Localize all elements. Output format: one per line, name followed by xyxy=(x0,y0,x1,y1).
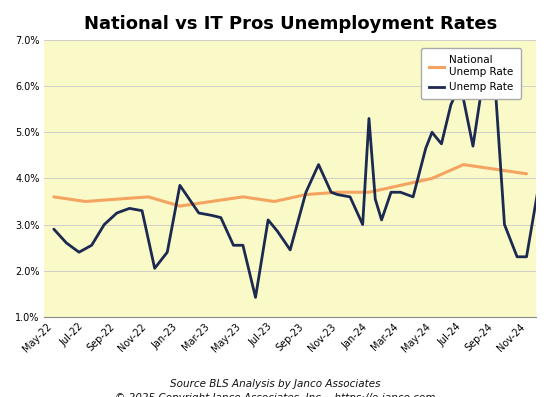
Title: National vs IT Pros Unemployment Rates: National vs IT Pros Unemployment Rates xyxy=(84,15,497,33)
Text: Source BLS Analysis by Janco Associates: Source BLS Analysis by Janco Associates xyxy=(170,379,381,389)
Legend: National
Unemp Rate, Unemp Rate: National Unemp Rate, Unemp Rate xyxy=(422,48,521,100)
Text: © 2025 Copyright Janco Associates, Inc. - https://e-janco.com: © 2025 Copyright Janco Associates, Inc. … xyxy=(115,393,436,397)
